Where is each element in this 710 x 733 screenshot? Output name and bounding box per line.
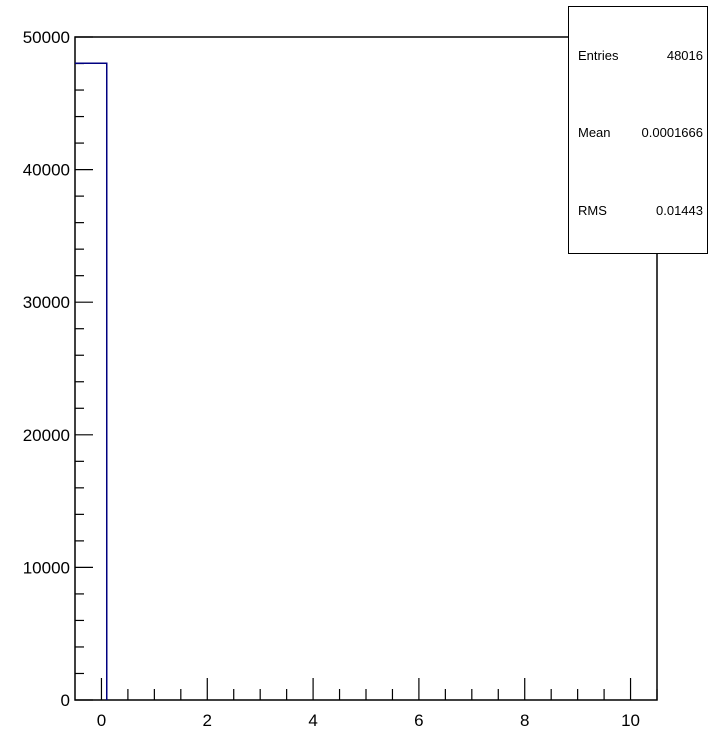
stat-value-rms: 0.01443	[656, 202, 703, 218]
y-tick-label: 20000	[23, 426, 70, 445]
y-tick-label: 10000	[23, 558, 70, 577]
y-tick-label: 0	[61, 691, 70, 710]
y-axis	[75, 36, 93, 701]
stat-row-rms: RMS 0.01443	[578, 201, 703, 219]
histogram-bin-outline	[75, 62, 108, 700]
stat-row-entries: Entries 48016	[578, 46, 703, 64]
stat-label-rms: RMS	[578, 202, 607, 218]
stat-row-mean: Mean 0.0001666	[578, 123, 703, 141]
x-tick-labels: 0 2 4 6 8 10	[97, 711, 640, 730]
y-tick-labels: 0 10000 20000 30000 40000 50000	[23, 28, 70, 710]
x-tick-label: 10	[621, 711, 640, 730]
x-tick-label: 2	[203, 711, 212, 730]
x-tick-label: 0	[97, 711, 106, 730]
statistics-box: Entries 48016 Mean 0.0001666 RMS 0.01443	[568, 6, 708, 254]
y-tick-label: 40000	[23, 161, 70, 180]
x-axis	[100, 678, 658, 700]
x-tick-label: 6	[414, 711, 423, 730]
stat-value-mean: 0.0001666	[641, 124, 703, 140]
y-tick-label: 30000	[23, 293, 70, 312]
stat-label-mean: Mean	[578, 124, 611, 140]
x-tick-label: 8	[520, 711, 529, 730]
y-tick-label: 50000	[23, 28, 70, 47]
stat-value-entries: 48016	[666, 47, 703, 63]
x-tick-label: 4	[308, 711, 317, 730]
stat-label-entries: Entries	[578, 47, 619, 63]
